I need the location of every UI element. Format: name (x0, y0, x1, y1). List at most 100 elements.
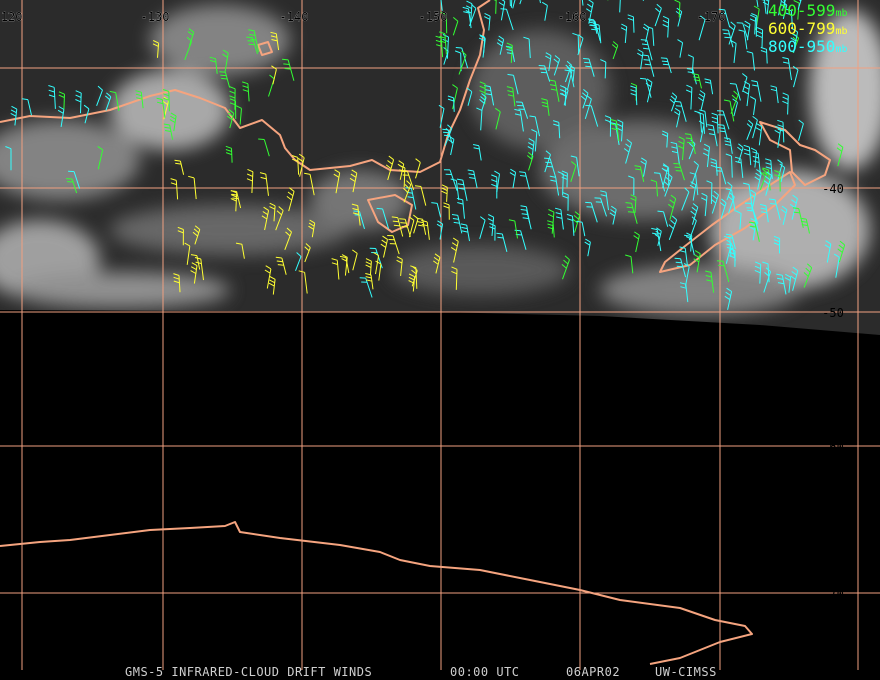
longitude-label: -170 (697, 10, 726, 24)
wind-barb (10, 105, 18, 126)
wind-barb (541, 98, 550, 116)
wind-barb (581, 0, 584, 6)
wind-barb (711, 112, 719, 134)
wind-barb (66, 178, 78, 194)
wind-barb (681, 187, 690, 211)
wind-barb (587, 18, 598, 34)
wind-barb (584, 238, 591, 257)
wind-barb (717, 124, 728, 141)
wind-barb (625, 202, 638, 224)
wind-barb (679, 246, 688, 266)
wind-barb (190, 262, 198, 284)
wind-barb (373, 252, 380, 275)
wind-barb (725, 153, 733, 178)
wind-barb (836, 143, 844, 167)
wind-barb (505, 45, 515, 62)
wind-barb (726, 181, 733, 201)
wind-barb (229, 86, 236, 110)
wind-barb (780, 205, 788, 226)
wind-barb (585, 104, 599, 127)
legend-entry: 400-599mb (768, 1, 847, 20)
wind-barb (399, 218, 411, 237)
wind-barb (506, 86, 516, 107)
footer-text: UW-CIMSS (655, 665, 717, 679)
wind-barb (610, 119, 620, 142)
wind-barb (623, 139, 632, 164)
wind-barb (5, 146, 12, 171)
wind-barb (414, 185, 427, 206)
wind-barb (620, 23, 628, 44)
wind-barb (759, 168, 768, 190)
wind-barb (782, 0, 786, 11)
wind-barb (763, 171, 772, 196)
wind-barb (661, 130, 669, 148)
latitude-label: -70 (822, 587, 844, 601)
wind-barb (246, 36, 259, 54)
wind-barb (790, 266, 799, 291)
wind-barb (519, 0, 522, 5)
wind-barb (209, 56, 218, 74)
wind-barb (258, 138, 270, 157)
wind-barb (702, 143, 710, 168)
wind-barb (436, 220, 444, 240)
wind-barb (705, 270, 715, 293)
wind-barb (259, 172, 269, 196)
wind-barb (762, 0, 770, 15)
wind-barb (715, 166, 727, 185)
wind-barb (719, 198, 727, 219)
wind-barb (246, 168, 254, 194)
wind-barb (284, 227, 292, 250)
wind-barb (242, 81, 250, 102)
latitude-label: -50 (822, 306, 844, 320)
wind-barb (683, 262, 690, 287)
wind-barb (271, 65, 277, 85)
longitude-label: -160 (558, 10, 587, 24)
wind-barb (408, 216, 415, 238)
wind-barb (391, 216, 404, 237)
wind-barb (527, 138, 535, 160)
wind-barb (359, 277, 373, 298)
wind-barb (97, 145, 104, 170)
wind-barb (235, 242, 245, 259)
wind-barb (674, 107, 681, 128)
wind-barb (476, 107, 483, 131)
wind-barb (837, 240, 846, 263)
wind-barb (640, 77, 652, 98)
wind-barb (531, 129, 538, 152)
wind-barb (491, 174, 498, 199)
wind-barb (594, 197, 607, 217)
wind-barb (282, 58, 295, 81)
wind-barb (170, 178, 179, 200)
wind-barb (514, 108, 524, 132)
wind-barb (458, 50, 467, 75)
wind-barb (493, 0, 497, 14)
wind-barb (515, 101, 529, 119)
wind-barb (557, 171, 564, 196)
wind-barb (520, 209, 532, 230)
wind-barb (611, 41, 619, 60)
wind-barb (789, 194, 798, 220)
wind-barb (716, 110, 730, 130)
wind-barb (188, 175, 197, 200)
wind-barb (604, 115, 612, 137)
wind-barb (268, 276, 276, 295)
wind-barb (169, 112, 177, 132)
wind-barb (184, 242, 191, 265)
wind-barb (653, 172, 666, 192)
wind-barb (765, 158, 773, 180)
wind-barb (718, 8, 731, 28)
wind-barb (798, 119, 804, 141)
wind-barb (749, 14, 757, 35)
wind-barb (450, 237, 459, 263)
wind-barb (57, 106, 65, 127)
wind-barb (750, 147, 757, 168)
wind-barb (544, 150, 551, 173)
wind-barb (752, 115, 758, 139)
wind-barb (742, 81, 751, 107)
wind-barb (729, 83, 741, 101)
wind-barb (609, 205, 617, 225)
wind-barb (803, 263, 813, 288)
wind-barb (741, 73, 748, 93)
legend-unit: mb (835, 8, 847, 19)
wind-barb (634, 165, 645, 183)
